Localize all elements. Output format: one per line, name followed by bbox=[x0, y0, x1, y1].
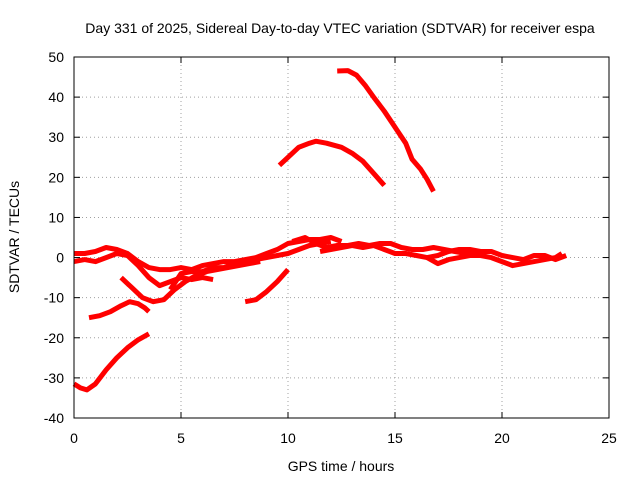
x-tick-label: 25 bbox=[601, 430, 617, 446]
y-axis: -40 -30 -20 -10 0 10 20 30 40 50 bbox=[44, 49, 609, 426]
y-tick-label: -20 bbox=[44, 330, 64, 346]
y-axis-label: SDTVAR / TECUs bbox=[6, 181, 22, 293]
data-series-arc-mid-6 bbox=[319, 243, 568, 263]
y-tick-label: 50 bbox=[48, 49, 64, 65]
data-series-arc-high-1 bbox=[337, 68, 436, 193]
x-tick-label: 20 bbox=[494, 430, 510, 446]
x-tick-label: 0 bbox=[70, 430, 78, 446]
x-axis-label: GPS time / hours bbox=[288, 458, 395, 474]
y-tick-label: -10 bbox=[44, 290, 64, 306]
grid-lines bbox=[74, 57, 609, 418]
data-series-arc-mid-4 bbox=[168, 239, 332, 291]
y-tick-label: 0 bbox=[56, 250, 64, 266]
y-tick-label: 10 bbox=[48, 209, 64, 225]
y-tick-label: 40 bbox=[48, 89, 64, 105]
y-tick-label: -30 bbox=[44, 370, 64, 386]
data-traces bbox=[72, 68, 568, 393]
data-series-arc-low-1 bbox=[72, 331, 151, 393]
x-tick-label: 10 bbox=[280, 430, 296, 446]
plot-frame bbox=[73, 56, 610, 419]
data-series-arc-low-3 bbox=[244, 267, 290, 305]
data-series-arc-high-2 bbox=[277, 138, 387, 188]
x-tick-label: 15 bbox=[387, 430, 403, 446]
data-series-arc-mid-7 bbox=[425, 251, 564, 269]
chart-title: Day 331 of 2025, Sidereal Day-to-day VTE… bbox=[85, 20, 595, 36]
y-tick-label: -40 bbox=[44, 410, 64, 426]
y-tick-label: 20 bbox=[48, 169, 64, 185]
x-tick-label: 5 bbox=[177, 430, 185, 446]
x-axis: 0 5 10 15 20 25 bbox=[70, 57, 617, 446]
data-series-arc-low-2 bbox=[88, 299, 151, 321]
y-tick-label: 30 bbox=[48, 129, 64, 145]
